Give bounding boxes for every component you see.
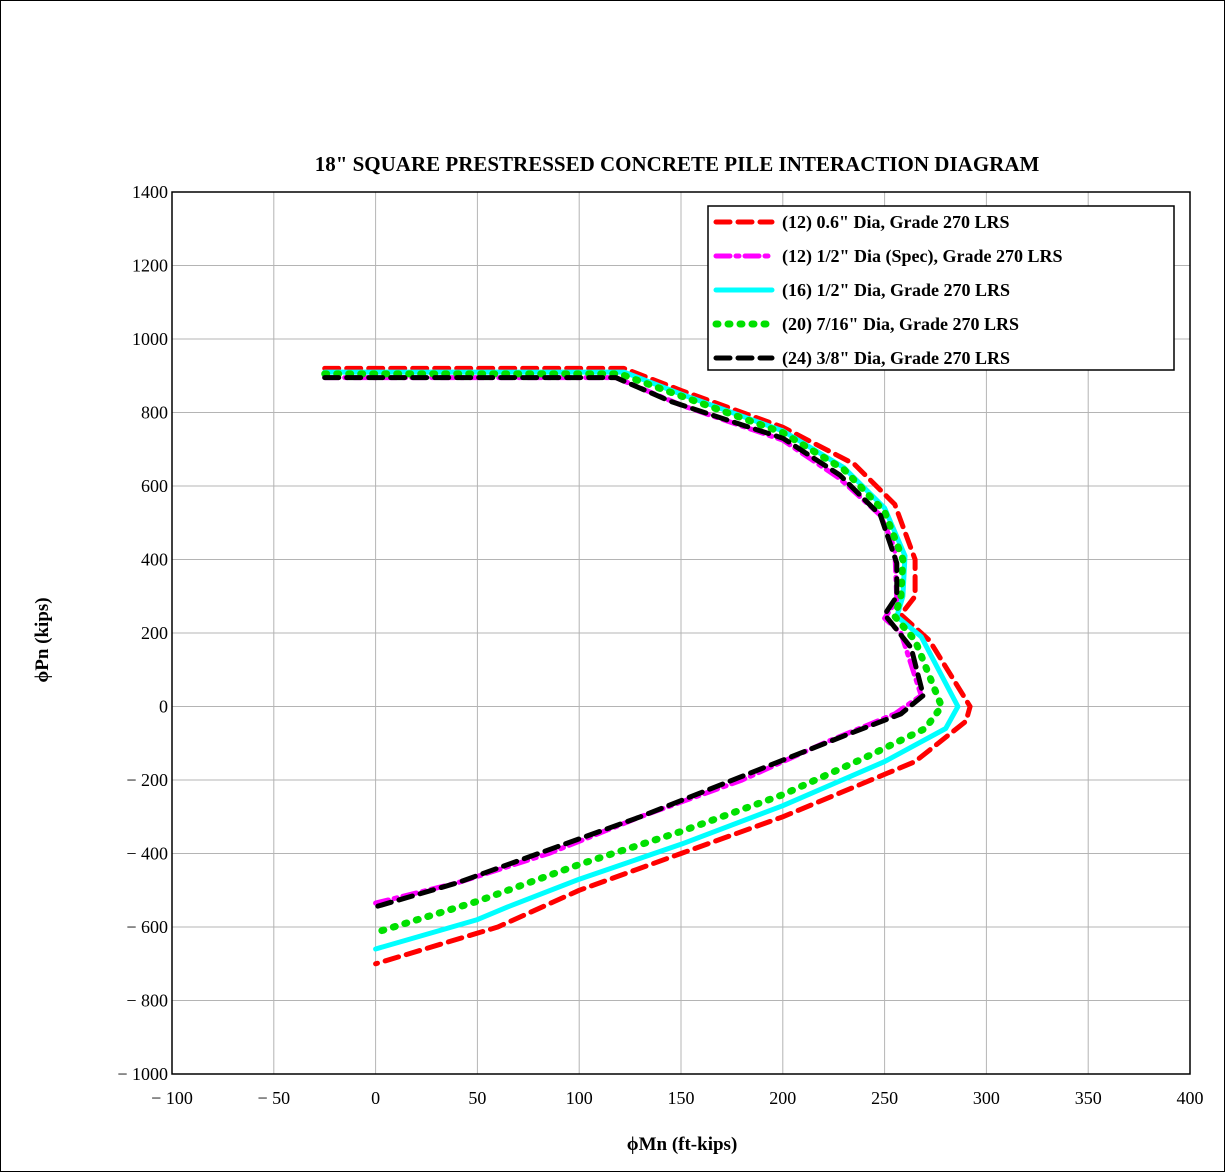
x-tick-label: 350 [1075,1088,1102,1108]
legend-label-2: (12) 1/2" Dia (Spec), Grade 270 LRS [782,246,1062,267]
x-tick-label: 0 [371,1088,380,1108]
y-tick-label: 1200 [132,256,168,276]
chart-title: 18" SQUARE PRESTRESSED CONCRETE PILE INT… [315,152,1040,176]
series-line-1 [322,365,973,967]
series-line-4 [321,370,946,936]
legend-label-5: (24) 3/8" Dia, Grade 270 LRS [782,348,1010,369]
x-tick-label: 150 [668,1088,695,1108]
legend-label-4: (20) 7/16" Dia, Grade 270 LRS [782,314,1019,335]
series-lines [321,365,973,967]
y-tick-label: − 600 [126,917,168,937]
legend-label-3: (16) 1/2" Dia, Grade 270 LRS [782,280,1010,301]
y-tick-label: 200 [141,623,168,643]
x-tick-labels: − 100 − 50 0 50 100 150 200 250 300 350 400 [151,1088,1203,1108]
x-axis-label: ϕMn (ft-kips) [627,1134,738,1155]
y-axis-label: ϕPn (kips) [32,597,53,682]
x-tick-label: 200 [769,1088,796,1108]
y-tick-label: − 800 [126,991,168,1011]
y-tick-label: 1000 [132,329,168,349]
y-tick-label: − 400 [126,844,168,864]
x-tick-label: 50 [468,1088,486,1108]
series-line-3 [322,369,961,952]
y-tick-label: 1400 [132,182,168,202]
x-tick-label: − 50 [257,1088,290,1108]
y-tick-label: − 200 [126,770,168,790]
legend-label-1: (12) 0.6" Dia, Grade 270 LRS [782,212,1010,233]
x-tick-label: 300 [973,1088,1000,1108]
y-tick-labels: − 1000 − 800 − 600 − 400 − 200 0 200 400 600 800 1… [117,182,168,1084]
x-tick-label: 400 [1177,1088,1204,1108]
plot-area-border [171,191,1191,1075]
y-tick-label: 800 [141,403,168,423]
y-tick-label: 600 [141,476,168,496]
x-tick-label: 250 [871,1088,898,1108]
y-tick-label: − 1000 [117,1064,168,1084]
series-line-2 [322,375,924,906]
y-tick-label: 400 [141,550,168,570]
x-tick-label: 100 [566,1088,593,1108]
y-tick-label: 0 [159,697,168,717]
series-line-5 [322,375,926,910]
legend-box [707,205,1175,371]
x-tick-label: − 100 [151,1088,193,1108]
legend: (12) 0.6" Dia, Grade 270 LRS (12) 1/2" Di… [707,205,1175,371]
